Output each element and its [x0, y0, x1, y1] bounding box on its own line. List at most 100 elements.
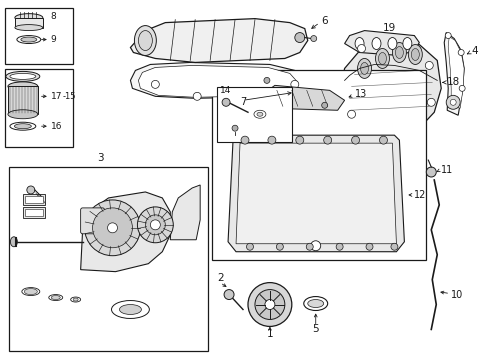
Circle shape	[265, 90, 273, 98]
Ellipse shape	[375, 49, 388, 68]
Text: 4: 4	[470, 45, 477, 55]
Circle shape	[310, 36, 316, 41]
FancyBboxPatch shape	[25, 196, 42, 203]
Text: 16: 16	[51, 122, 62, 131]
Text: 10: 10	[450, 289, 463, 300]
Text: 8: 8	[51, 12, 57, 21]
Circle shape	[444, 32, 450, 39]
Ellipse shape	[17, 36, 41, 44]
Ellipse shape	[392, 42, 406, 62]
Ellipse shape	[14, 124, 31, 129]
Circle shape	[224, 289, 234, 300]
Ellipse shape	[360, 62, 368, 75]
Polygon shape	[227, 135, 404, 252]
Circle shape	[351, 136, 359, 144]
Polygon shape	[339, 41, 440, 136]
Circle shape	[290, 80, 298, 88]
Ellipse shape	[21, 37, 37, 42]
Ellipse shape	[138, 31, 152, 50]
Ellipse shape	[134, 26, 156, 55]
FancyBboxPatch shape	[212, 71, 426, 260]
Circle shape	[305, 243, 313, 250]
Polygon shape	[130, 19, 307, 62]
Circle shape	[427, 98, 434, 106]
Circle shape	[27, 186, 35, 194]
Ellipse shape	[407, 45, 422, 64]
Text: 14: 14	[220, 86, 231, 95]
Ellipse shape	[371, 37, 380, 50]
Ellipse shape	[253, 110, 265, 118]
Ellipse shape	[10, 237, 18, 247]
Text: 19: 19	[382, 23, 395, 33]
Circle shape	[310, 241, 320, 251]
Ellipse shape	[402, 37, 411, 50]
FancyBboxPatch shape	[81, 208, 104, 234]
Circle shape	[151, 80, 159, 88]
Circle shape	[425, 62, 432, 69]
Circle shape	[232, 125, 238, 131]
FancyBboxPatch shape	[5, 8, 73, 64]
Circle shape	[323, 136, 331, 144]
Circle shape	[294, 32, 304, 42]
Circle shape	[246, 243, 253, 250]
Polygon shape	[447, 37, 463, 108]
Ellipse shape	[387, 37, 396, 50]
Ellipse shape	[10, 122, 36, 130]
Circle shape	[321, 102, 327, 108]
Polygon shape	[170, 185, 200, 240]
FancyBboxPatch shape	[9, 167, 208, 351]
Polygon shape	[130, 62, 304, 98]
Text: 17: 17	[51, 92, 62, 101]
Text: 2: 2	[216, 273, 223, 283]
Circle shape	[390, 243, 397, 250]
Circle shape	[241, 136, 248, 144]
Circle shape	[247, 283, 291, 327]
Circle shape	[335, 243, 343, 250]
FancyBboxPatch shape	[25, 209, 42, 216]
FancyBboxPatch shape	[8, 86, 38, 114]
Ellipse shape	[15, 14, 42, 22]
Ellipse shape	[24, 289, 37, 294]
Ellipse shape	[303, 297, 327, 310]
Circle shape	[145, 215, 165, 235]
Ellipse shape	[49, 294, 62, 301]
Ellipse shape	[6, 71, 40, 81]
Ellipse shape	[256, 112, 263, 116]
Text: -15: -15	[62, 92, 76, 101]
Polygon shape	[443, 32, 463, 115]
Text: 9: 9	[51, 35, 57, 44]
Circle shape	[264, 77, 269, 84]
Circle shape	[193, 92, 201, 100]
FancyBboxPatch shape	[5, 69, 73, 147]
Circle shape	[254, 289, 285, 319]
Ellipse shape	[10, 73, 36, 80]
FancyBboxPatch shape	[15, 18, 42, 28]
Circle shape	[457, 50, 463, 55]
Text: 7: 7	[240, 97, 246, 107]
Text: 6: 6	[321, 15, 327, 26]
Ellipse shape	[410, 49, 419, 60]
Ellipse shape	[119, 305, 141, 315]
Circle shape	[347, 110, 355, 118]
Polygon shape	[264, 85, 344, 110]
Circle shape	[458, 85, 464, 91]
Polygon shape	[236, 143, 396, 244]
Ellipse shape	[51, 296, 60, 300]
Circle shape	[92, 208, 132, 248]
Circle shape	[137, 207, 173, 243]
Text: 13: 13	[354, 89, 366, 99]
Circle shape	[264, 300, 274, 310]
Ellipse shape	[8, 110, 38, 119]
Circle shape	[357, 45, 365, 53]
Circle shape	[150, 220, 160, 230]
Ellipse shape	[71, 297, 81, 302]
Circle shape	[366, 243, 372, 250]
Circle shape	[446, 95, 459, 109]
Polygon shape	[344, 31, 419, 55]
Ellipse shape	[354, 37, 363, 50]
Text: 12: 12	[413, 190, 426, 200]
FancyBboxPatch shape	[23, 194, 45, 205]
FancyBboxPatch shape	[23, 207, 45, 218]
Circle shape	[267, 136, 275, 144]
Circle shape	[222, 98, 229, 106]
